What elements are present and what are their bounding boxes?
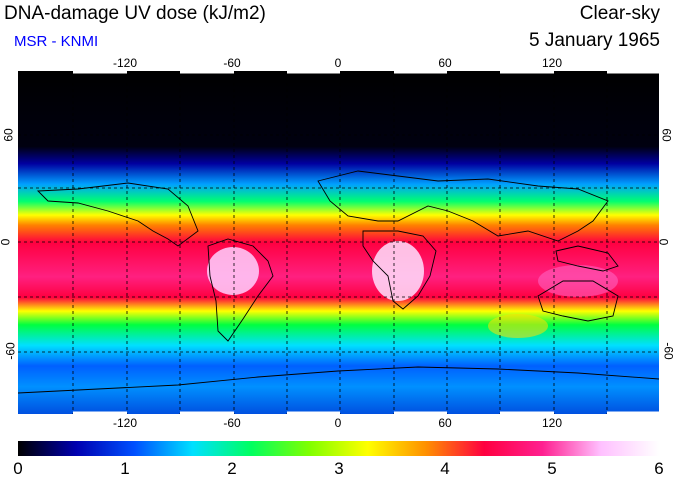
indian-ocean-yellow <box>488 314 548 338</box>
map-canvas <box>18 71 659 414</box>
colorbar-label: 5 <box>547 459 557 478</box>
frame-ticks <box>73 71 659 414</box>
lon-tick-bottom: 120 <box>541 416 563 430</box>
lon-tick-top: 60 <box>438 56 452 70</box>
lon-tick-bottom: -120 <box>112 416 138 430</box>
lon-tick-bottom: 60 <box>438 416 452 430</box>
africa-hotspot <box>372 241 424 301</box>
lat-tick-left: 60 <box>1 128 16 142</box>
source-label: MSR - KNMI <box>14 33 99 50</box>
sky-condition-label: Clear-sky <box>579 3 660 24</box>
colorbar-label: 0 <box>13 459 23 478</box>
colorbar <box>18 441 659 456</box>
coastlines <box>18 170 659 394</box>
lon-tick-top: -60 <box>223 56 241 70</box>
uv-dose-map <box>18 71 659 414</box>
lon-tick-top: 120 <box>541 56 563 70</box>
south-america-hotspot <box>207 247 259 295</box>
colorbar-label: 1 <box>120 459 130 478</box>
uv-field <box>18 71 659 414</box>
lon-tick-bottom: -60 <box>223 416 241 430</box>
map-title: DNA-damage UV dose (kJ/m2) <box>4 3 266 24</box>
colorbar-label: 6 <box>654 459 664 478</box>
lat-tick-left: -60 <box>3 342 18 360</box>
colorbar-label: 4 <box>440 459 450 478</box>
lon-tick-bottom: 0 <box>334 416 342 430</box>
lat-tick-right: 60 <box>659 128 674 142</box>
date-label: 5 January 1965 <box>529 30 660 51</box>
lat-tick-right: -60 <box>661 342 676 360</box>
graticule <box>18 71 659 414</box>
lon-tick-top: 0 <box>334 56 342 70</box>
colorbar-label: 2 <box>227 459 237 478</box>
lat-tick-left: 0 <box>0 239 12 246</box>
lon-tick-top: -120 <box>112 56 138 70</box>
colorbar-label: 3 <box>334 459 344 478</box>
